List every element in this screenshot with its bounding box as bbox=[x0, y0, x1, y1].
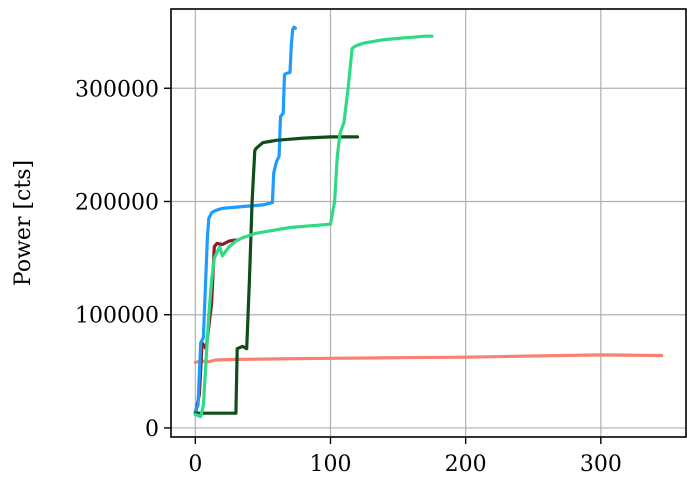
x-tick-label: 200 bbox=[445, 452, 487, 477]
series-layer bbox=[193, 25, 664, 419]
y-tick-label: 200000 bbox=[75, 190, 159, 215]
grid bbox=[171, 9, 686, 437]
series-line-2 bbox=[193, 238, 238, 416]
series-line-5 bbox=[193, 34, 434, 419]
y-tick-label: 300000 bbox=[75, 77, 159, 102]
ticks: 0 100 200 300 0 100000 200000 300000 bbox=[75, 77, 622, 477]
x-tick-label: 300 bbox=[580, 452, 622, 477]
x-tick-label: 0 bbox=[188, 452, 202, 477]
series-line-4 bbox=[193, 135, 360, 415]
series-line-1 bbox=[193, 353, 664, 364]
y-tick-label: 0 bbox=[145, 417, 159, 442]
y-axis-label: Power [cts] bbox=[11, 160, 36, 286]
plot-frame bbox=[170, 8, 687, 438]
x-tick-label: 100 bbox=[310, 452, 352, 477]
y-tick-label: 100000 bbox=[75, 304, 159, 329]
series-line-3 bbox=[193, 25, 297, 413]
